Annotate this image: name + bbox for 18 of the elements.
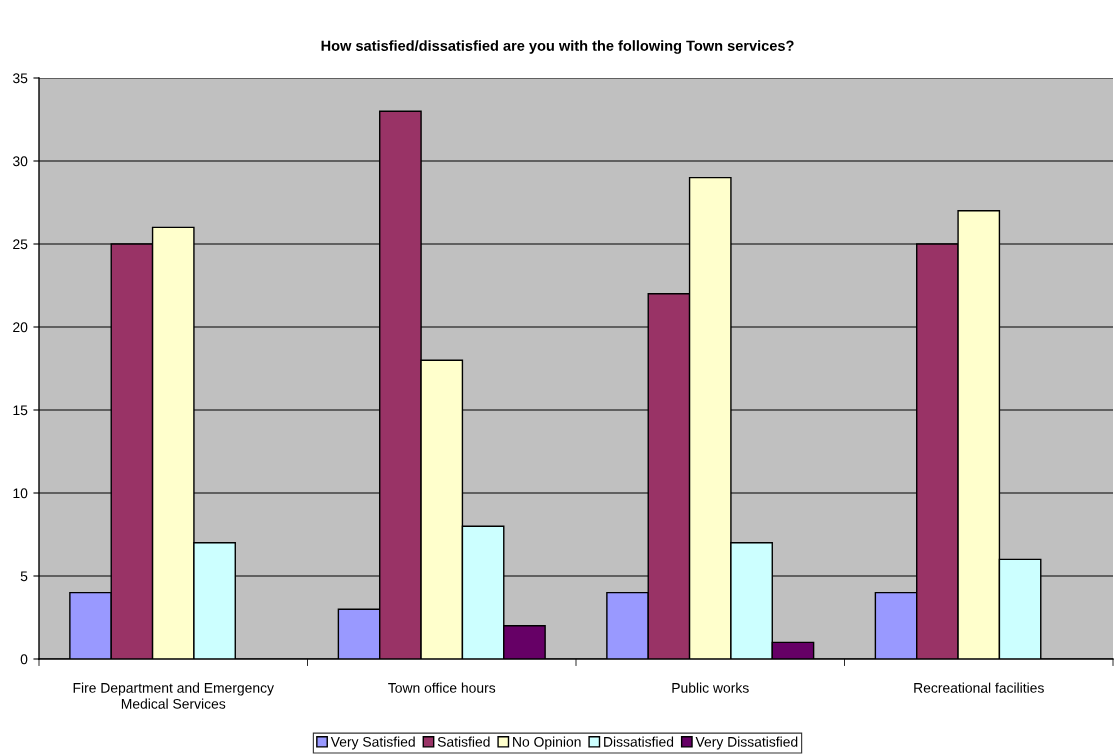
x-tick-label: Recreational facilities (914, 682, 1044, 693)
y-tick-label: 10 (13, 488, 28, 499)
legend-label: Satisfied (437, 736, 490, 747)
y-tick-label: 20 (13, 322, 28, 333)
y-tick-label: 30 (12, 156, 28, 167)
legend-label: Very Satisfied (330, 736, 415, 750)
x-tick-label: Town office hours (388, 682, 496, 693)
y-tick-label: 0 (20, 654, 28, 665)
x-tick-label: Public works (672, 682, 749, 693)
y-tick-label: 25 (13, 239, 28, 250)
legend-label: No Opinion (513, 736, 581, 750)
x-tick-label: Fire Department and Emergency Medical Services (73, 682, 274, 709)
legend-label: Very Dissatisfied (695, 736, 798, 750)
legend-label: Dissatisfied (604, 736, 674, 747)
chart-title: How satisfied/dissatisfied are you with the following Town services? (321, 40, 794, 54)
y-tick-label: 35 (12, 73, 28, 84)
y-tick-label: 5 (20, 571, 28, 582)
y-tick-label: 15 (13, 405, 28, 416)
